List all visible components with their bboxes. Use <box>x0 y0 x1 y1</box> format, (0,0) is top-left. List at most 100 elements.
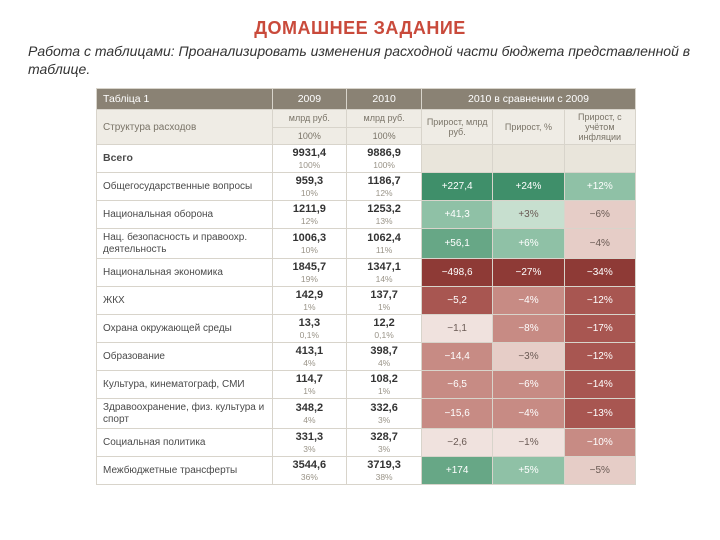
compare-cell: −498,6 <box>421 259 492 287</box>
compare-cell: −34% <box>564 259 635 287</box>
value-cell: 9931,4100% <box>272 145 347 173</box>
compare-cell: +227,4 <box>421 173 492 201</box>
row-label: Социальная политика <box>97 429 273 457</box>
value-cell: 398,74% <box>347 343 422 371</box>
row-label: Охрана окружающей среды <box>97 315 273 343</box>
compare-cell: +5% <box>493 457 564 485</box>
table-body: Всего9931,4100%9886,9100%Общегосударстве… <box>97 145 636 485</box>
table-row: Здравоохранение, физ. культура и спорт34… <box>97 399 636 429</box>
table-row: Образование413,14%398,74%−14,4−3%−12% <box>97 343 636 371</box>
compare-cell: +174 <box>421 457 492 485</box>
value-cell: 1347,114% <box>347 259 422 287</box>
value-cell: 332,63% <box>347 399 422 429</box>
th-compare: 2010 в сравнении с 2009 <box>421 89 635 110</box>
row-label: Национальная оборона <box>97 201 273 229</box>
value-cell: 1211,912% <box>272 201 347 229</box>
compare-cell: −4% <box>493 287 564 315</box>
th-growth-pct: Прирост, % <box>493 110 564 145</box>
compare-cell: +56,1 <box>421 229 492 259</box>
compare-cell: +41,3 <box>421 201 492 229</box>
value-cell: 3544,636% <box>272 457 347 485</box>
value-cell: 1006,310% <box>272 229 347 259</box>
row-label: Всего <box>97 145 273 173</box>
compare-cell: −4% <box>493 399 564 429</box>
compare-cell: −14% <box>564 371 635 399</box>
table-row: Всего9931,4100%9886,9100% <box>97 145 636 173</box>
compare-cell: −3% <box>493 343 564 371</box>
value-cell: 413,14% <box>272 343 347 371</box>
th-unit-2009: млрд руб. <box>272 110 347 128</box>
compare-cell: −10% <box>564 429 635 457</box>
table-row: Нац. безопасность и правоохр. деятельнос… <box>97 229 636 259</box>
compare-cell: −15,6 <box>421 399 492 429</box>
row-label: Общегосударственные вопросы <box>97 173 273 201</box>
value-cell: 959,310% <box>272 173 347 201</box>
compare-cell: −12% <box>564 287 635 315</box>
compare-cell: −6% <box>564 201 635 229</box>
compare-cell: +24% <box>493 173 564 201</box>
compare-cell: −5% <box>564 457 635 485</box>
row-label: Образование <box>97 343 273 371</box>
row-label: Межбюджетные трансферты <box>97 457 273 485</box>
table-row: Межбюджетные трансферты3544,636%3719,338… <box>97 457 636 485</box>
compare-cell <box>421 145 492 173</box>
value-cell: 12,20,1% <box>347 315 422 343</box>
value-cell: 328,73% <box>347 429 422 457</box>
th-growth-abs: Прирост, млрд руб. <box>421 110 492 145</box>
compare-cell: −1% <box>493 429 564 457</box>
row-label: ЖКХ <box>97 287 273 315</box>
compare-cell: +12% <box>564 173 635 201</box>
table-row: Национальная экономика1845,719%1347,114%… <box>97 259 636 287</box>
value-cell: 114,71% <box>272 371 347 399</box>
assignment-text: Работа с таблицами: Проанализировать изм… <box>28 43 692 78</box>
compare-cell: −14,4 <box>421 343 492 371</box>
table-row: Общегосударственные вопросы959,310%1186,… <box>97 173 636 201</box>
budget-table: Табліца 1 2009 2010 2010 в сравнении с 2… <box>96 88 636 485</box>
th-pct-2009: 100% <box>272 127 347 145</box>
th-pct-2010: 100% <box>347 127 422 145</box>
compare-cell: −1,1 <box>421 315 492 343</box>
table-row: Национальная оборона1211,912%1253,213%+4… <box>97 201 636 229</box>
compare-cell: −12% <box>564 343 635 371</box>
th-corner-1: Табліца 1 <box>97 89 273 110</box>
th-2010: 2010 <box>347 89 422 110</box>
table-row: Охрана окружающей среды13,30,1%12,20,1%−… <box>97 315 636 343</box>
th-unit-2010: млрд руб. <box>347 110 422 128</box>
value-cell: 3719,338% <box>347 457 422 485</box>
row-label: Нац. безопасность и правоохр. деятельнос… <box>97 229 273 259</box>
row-label: Национальная экономика <box>97 259 273 287</box>
page-title: ДОМАШНЕЕ ЗАДАНИЕ <box>28 18 692 39</box>
compare-cell: −8% <box>493 315 564 343</box>
th-growth-infl: Прирост, с учётом инфляции <box>564 110 635 145</box>
compare-cell: −13% <box>564 399 635 429</box>
value-cell: 13,30,1% <box>272 315 347 343</box>
row-label: Здравоохранение, физ. культура и спорт <box>97 399 273 429</box>
compare-cell <box>564 145 635 173</box>
value-cell: 9886,9100% <box>347 145 422 173</box>
value-cell: 137,71% <box>347 287 422 315</box>
compare-cell: −6% <box>493 371 564 399</box>
value-cell: 1062,411% <box>347 229 422 259</box>
value-cell: 1253,213% <box>347 201 422 229</box>
table-row: ЖКХ142,91%137,71%−5,2−4%−12% <box>97 287 636 315</box>
compare-cell: −5,2 <box>421 287 492 315</box>
compare-cell: +3% <box>493 201 564 229</box>
compare-cell <box>493 145 564 173</box>
table-row: Культура, кинематограф, СМИ114,71%108,21… <box>97 371 636 399</box>
compare-cell: −6,5 <box>421 371 492 399</box>
compare-cell: −27% <box>493 259 564 287</box>
value-cell: 1845,719% <box>272 259 347 287</box>
compare-cell: −2,6 <box>421 429 492 457</box>
value-cell: 1186,712% <box>347 173 422 201</box>
value-cell: 108,21% <box>347 371 422 399</box>
th-corner-2: Структура расходов <box>97 110 273 145</box>
budget-table-wrap: Табліца 1 2009 2010 2010 в сравнении с 2… <box>96 88 636 485</box>
table-row: Социальная политика331,33%328,73%−2,6−1%… <box>97 429 636 457</box>
value-cell: 331,33% <box>272 429 347 457</box>
compare-cell: −4% <box>564 229 635 259</box>
compare-cell: −17% <box>564 315 635 343</box>
th-2009: 2009 <box>272 89 347 110</box>
compare-cell: +6% <box>493 229 564 259</box>
value-cell: 142,91% <box>272 287 347 315</box>
value-cell: 348,24% <box>272 399 347 429</box>
